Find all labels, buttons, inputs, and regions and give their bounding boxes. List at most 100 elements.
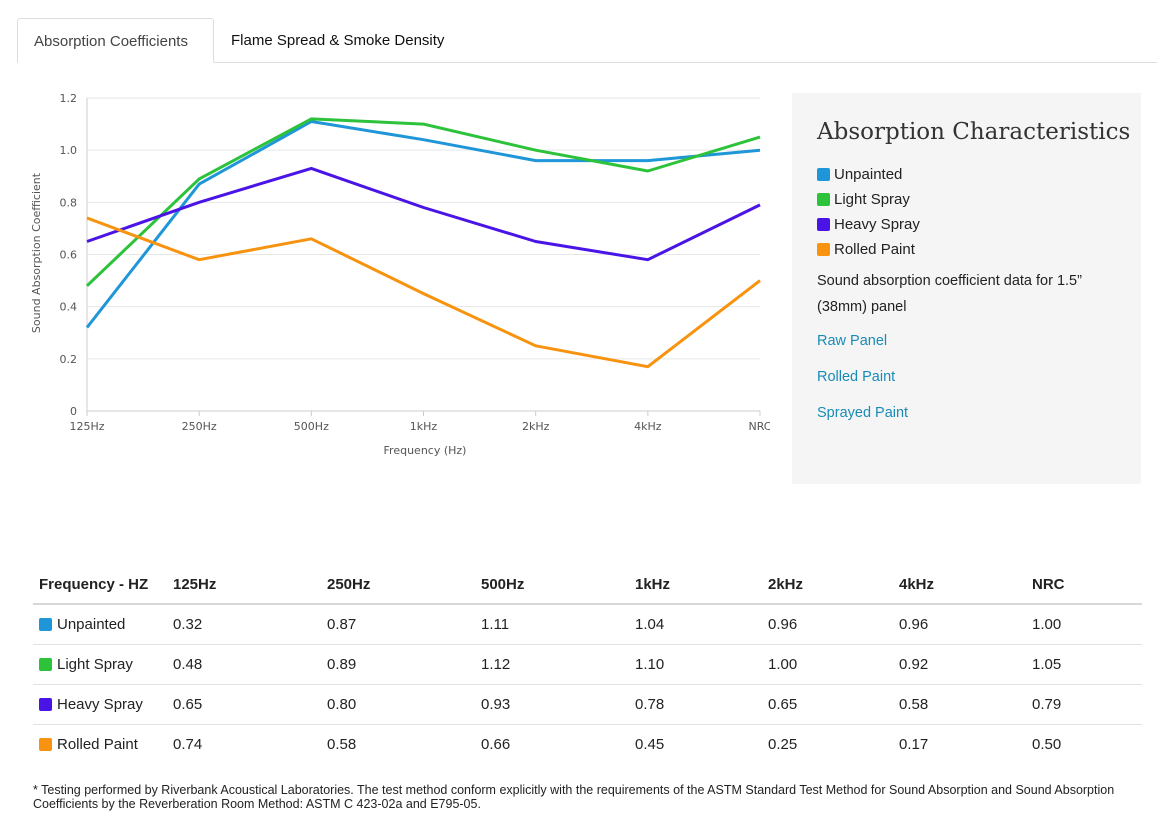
row-label: Heavy Spray [57, 696, 143, 713]
panel-title: Absorption Characteristics [817, 119, 1131, 145]
legend-label: Unpainted [834, 166, 903, 183]
table-cell: 0.58 [327, 736, 357, 753]
table-cell: 1.12 [475, 644, 629, 685]
testing-footnote: * Testing performed by Riverbank Acousti… [33, 783, 1115, 811]
table-cell: 0.32 [167, 604, 321, 645]
row-swatch [39, 698, 52, 711]
table-cell: 0.79 [1026, 684, 1142, 725]
sprayed-paint-link[interactable]: Sprayed Paint [817, 405, 909, 421]
table-cell: 0.65 [762, 684, 893, 725]
series-line-rolled-paint [86, 216, 761, 369]
absorption-line-chart: 0 0.2 0.4 0.6 0.8 1.0 1.2 125Hz 250Hz 500Hz 1kHz 2… [30, 92, 770, 457]
table-header: 4kHz [893, 565, 1026, 605]
table-cell: 1.10 [629, 644, 762, 685]
table-row: Heavy Spray 0.65 0.80 0.93 0.78 0.65 0.5… [33, 684, 1142, 725]
table-cell: 0.92 [893, 644, 1026, 685]
table-cell: 0.50 [1032, 736, 1062, 753]
table-cell: 0.17 [899, 736, 929, 753]
y-tick-label: 0.8 [60, 196, 78, 209]
table-header: 2kHz [762, 565, 893, 605]
table-header: 500Hz [475, 565, 629, 605]
tab-bar: Absorption Coefficients Flame Spread & S… [17, 18, 1157, 63]
row-label: Unpainted [57, 616, 126, 633]
table-cell: 1.05 [1026, 644, 1142, 685]
table-row: Unpainted 0.32 0.87 1.11 1.04 0.96 0.96 … [33, 604, 1142, 645]
tab-absorption-coefficients[interactable]: Absorption Coefficients [17, 18, 214, 63]
row-label: Rolled Paint [57, 736, 138, 753]
legend-swatch [817, 218, 830, 231]
table-header: 1kHz [629, 565, 762, 605]
table-header: Frequency - HZ [33, 565, 167, 605]
tab-flame-spread[interactable]: Flame Spread & Smoke Density [231, 32, 445, 49]
legend-item-light-spray: Light Spray [817, 187, 1116, 212]
y-tick-label: 0.4 [60, 301, 78, 314]
row-label: Light Spray [57, 656, 133, 673]
absorption-characteristics-panel: Absorption Characteristics Unpainted Lig… [792, 93, 1141, 484]
table-cell: 0.89 [321, 644, 475, 685]
table-row: Rolled Paint 0.74 0.58 0.66 0.45 0.25 0.… [33, 725, 1142, 765]
table-cell: 0.93 [475, 684, 629, 725]
legend-swatch [817, 243, 830, 256]
series-line-light-spray [85, 117, 761, 287]
raw-panel-link[interactable]: Raw Panel [817, 333, 888, 349]
chart-series [85, 117, 761, 369]
table-cell: 0.58 [893, 684, 1026, 725]
y-tick-label: 0.2 [60, 353, 78, 366]
table-header: NRC [1026, 565, 1142, 605]
table-cell: 0.80 [321, 684, 475, 725]
y-tick-label: 0 [70, 405, 77, 418]
y-tick-label: 0.6 [60, 249, 78, 262]
y-tick-label: 1.0 [60, 144, 78, 157]
x-tick-label: 500Hz [294, 420, 329, 433]
table-cell: 0.45 [635, 736, 665, 753]
table-cell: 1.00 [762, 644, 893, 685]
x-tick-label: 2kHz [522, 420, 550, 433]
table-cell: 0.96 [893, 604, 1026, 645]
legend-item-heavy-spray: Heavy Spray [817, 212, 1116, 237]
table-row: Light Spray 0.48 0.89 1.12 1.10 1.00 0.9… [33, 644, 1142, 685]
row-label-cell: Heavy Spray [33, 684, 167, 725]
table-header: 125Hz [167, 565, 321, 605]
row-swatch [39, 658, 52, 671]
legend-label: Heavy Spray [834, 216, 920, 233]
table-cell: 0.74 [173, 736, 203, 753]
row-label-cell: Unpainted [33, 604, 167, 645]
table-cell: 1.00 [1026, 604, 1142, 645]
row-swatch [39, 618, 52, 631]
y-tick-label: 1.2 [60, 92, 78, 105]
absorption-data-table: Frequency - HZ 125Hz 250Hz 500Hz 1kHz 2k… [33, 565, 1142, 764]
x-tick-label: 250Hz [182, 420, 217, 433]
x-axis-ticks: 125Hz 250Hz 500Hz 1kHz 2kHz 4kHz NRC [69, 411, 770, 433]
table-cell: 0.48 [167, 644, 321, 685]
legend-item-rolled-paint: Rolled Paint [817, 237, 1116, 262]
rolled-paint-link[interactable]: Rolled Paint [817, 369, 896, 385]
x-tick-label: 125Hz [69, 420, 104, 433]
table-cell: 0.78 [629, 684, 762, 725]
table-header: 250Hz [321, 565, 475, 605]
y-axis-ticks: 0 0.2 0.4 0.6 0.8 1.0 1.2 [60, 92, 78, 418]
table-header-row: Frequency - HZ 125Hz 250Hz 500Hz 1kHz 2k… [33, 565, 1142, 605]
legend-swatch [817, 193, 830, 206]
table-cell: 0.25 [768, 736, 798, 753]
legend-item-unpainted: Unpainted [817, 162, 1116, 187]
series-line-unpainted [85, 120, 761, 329]
table-cell: 1.04 [629, 604, 762, 645]
row-swatch [39, 738, 52, 751]
table-cell: 0.96 [762, 604, 893, 645]
table-cell: 0.87 [321, 604, 475, 645]
x-tick-label: 1kHz [410, 420, 438, 433]
series-line-heavy-spray [86, 166, 761, 262]
table-cell: 0.66 [481, 736, 511, 753]
legend-swatch [817, 168, 830, 181]
panel-description: Sound absorption coefficient data for 1.… [817, 273, 1082, 315]
x-tick-label: NRC [748, 420, 770, 433]
x-axis-label: Frequency (Hz) [384, 444, 467, 457]
legend-label: Light Spray [834, 191, 910, 208]
table-cell: 0.65 [167, 684, 321, 725]
y-axis-label: Sound Absorption Coefficient [30, 172, 43, 333]
legend-label: Rolled Paint [834, 241, 915, 258]
x-tick-label: 4kHz [634, 420, 662, 433]
row-label-cell: Rolled Paint [33, 725, 167, 765]
row-label-cell: Light Spray [33, 644, 167, 685]
table-cell: 1.11 [475, 604, 629, 645]
